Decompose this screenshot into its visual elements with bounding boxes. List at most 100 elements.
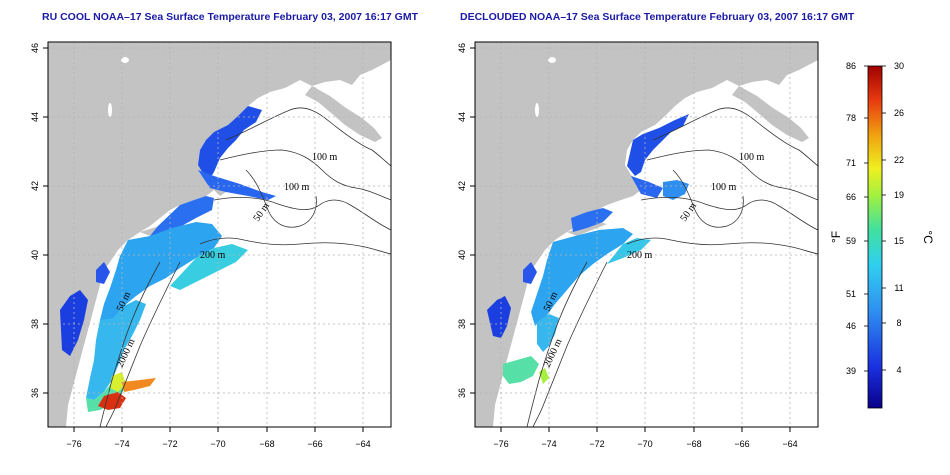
- right-axis-ticks: [470, 47, 791, 432]
- right-panel-title: DECLOUDED NOAA–17 Sea Surface Temperatur…: [460, 11, 855, 23]
- y-tick-label: 44: [30, 112, 40, 122]
- x-tick-label: −76: [66, 439, 81, 449]
- c-tick-label: 8: [896, 318, 901, 328]
- left-map-panel: 100 m 100 m 50 m 200 m 50 m 2000 m −76 −…: [30, 41, 392, 449]
- right-map-panel: 100 m 100 m 50 m 200 m 50 m 2000 m −76 −…: [457, 41, 819, 449]
- f-tick-label: 78: [846, 113, 856, 123]
- left-sst-midatlantic: [86, 300, 146, 400]
- right-map-frame: [474, 41, 819, 428]
- right-y-tick-labels: 36 38 40 42 44 46: [457, 43, 467, 398]
- y-tick-label: 46: [457, 43, 467, 53]
- contour-label: 100 m: [739, 152, 765, 163]
- left-sst-shelf-north: [150, 196, 214, 236]
- contour-line: [626, 237, 818, 255]
- right-sst-midatlantic: [537, 314, 559, 352]
- right-long-island: [567, 222, 607, 236]
- f-tick-label: 39: [846, 366, 856, 376]
- x-tick-label: −66: [307, 439, 322, 449]
- y-tick-label: 40: [457, 250, 467, 260]
- contour-line: [99, 261, 161, 427]
- y-tick-label: 46: [30, 43, 40, 53]
- x-tick-label: −70: [210, 439, 225, 449]
- right-x-tick-labels: −76 −74 −72 −70 −68 −66 −64: [493, 439, 797, 449]
- y-tick-label: 42: [30, 181, 40, 191]
- contour-line: [225, 107, 391, 167]
- f-tick-label: 86: [846, 61, 856, 71]
- y-tick-label: 36: [457, 388, 467, 398]
- x-tick-label: −74: [541, 439, 556, 449]
- left-map-frame: [47, 41, 392, 428]
- f-tick-label: 51: [846, 289, 856, 299]
- right-lake: [548, 57, 556, 63]
- left-graticule: [48, 42, 391, 427]
- contour-label: 100 m: [711, 182, 737, 193]
- right-sst-maine-coast: [631, 176, 663, 198]
- y-tick-label: 44: [457, 112, 467, 122]
- y-tick-label: 36: [30, 388, 40, 398]
- left-lake: [121, 57, 129, 63]
- colorbar-gradient: [867, 65, 883, 409]
- x-tick-label: −68: [259, 439, 274, 449]
- right-sst-george-bank: [663, 180, 689, 200]
- c-tick-label: 19: [894, 190, 904, 200]
- x-tick-label: −74: [114, 439, 129, 449]
- contour-line: [652, 107, 818, 167]
- temperature-colorbar: 86 78 71 66 59 51 46 39 30 26 22 19 15 1…: [829, 61, 935, 409]
- contour-label: 200 m: [627, 250, 653, 261]
- contour-label: 200 m: [200, 250, 226, 261]
- f-tick-label: 46: [846, 321, 856, 331]
- c-tick-label: 26: [894, 108, 904, 118]
- left-sst-delaware: [96, 262, 110, 284]
- c-tick-label: 4: [896, 365, 901, 375]
- y-tick-label: 42: [457, 181, 467, 191]
- celsius-unit-label: °C: [921, 230, 935, 244]
- right-sst-chesapeake: [487, 296, 511, 338]
- c-tick-label: 11: [894, 283, 903, 293]
- right-sst-south: [503, 356, 539, 384]
- f-tick-label: 59: [846, 236, 856, 246]
- contour-line: [199, 237, 391, 255]
- left-sst-gulf-of-maine: [198, 106, 262, 178]
- left-sst-shelf-mid: [100, 222, 222, 330]
- contour-line: [245, 169, 317, 228]
- c-tick-label: 15: [894, 236, 904, 246]
- x-tick-label: −66: [734, 439, 749, 449]
- contour-label: 100 m: [312, 152, 338, 163]
- contour-line: [219, 149, 391, 201]
- right-sst-shelf-mid: [531, 228, 633, 326]
- right-land-mass: [475, 42, 818, 427]
- x-tick-label: −70: [637, 439, 652, 449]
- left-sst-warm-orange: [122, 378, 156, 392]
- right-graticule: [475, 42, 818, 427]
- contour-line: [105, 261, 181, 427]
- c-tick-label: 22: [894, 155, 904, 165]
- left-x-tick-labels: −76 −74 −72 −70 −68 −66 −64: [66, 439, 370, 449]
- x-tick-label: −64: [355, 439, 370, 449]
- contour-line: [526, 261, 588, 427]
- contour-line: [646, 149, 818, 201]
- f-tick-label: 71: [846, 158, 856, 168]
- right-sst-shelf-north: [571, 208, 613, 232]
- y-tick-label: 38: [457, 319, 467, 329]
- x-tick-label: −68: [686, 439, 701, 449]
- left-panel-title: RU COOL NOAA–17 Sea Surface Temperature …: [42, 11, 419, 23]
- right-sst-delaware: [523, 262, 537, 284]
- contour-line: [532, 261, 608, 427]
- colorbar-ticks: [864, 65, 886, 372]
- x-tick-label: −72: [162, 439, 177, 449]
- c-tick-label: 30: [894, 61, 904, 71]
- y-tick-label: 38: [30, 319, 40, 329]
- x-tick-label: −72: [589, 439, 604, 449]
- left-axis-ticks: [43, 47, 364, 432]
- fahrenheit-tick-labels: 86 78 71 66 59 51 46 39: [846, 61, 856, 376]
- left-land-mass: [48, 42, 391, 427]
- x-tick-label: −64: [782, 439, 797, 449]
- right-sst-gulf-of-maine: [627, 114, 689, 176]
- f-tick-label: 66: [846, 192, 856, 202]
- left-y-tick-labels: 36 38 40 42 44 46: [30, 43, 40, 398]
- celsius-tick-labels: 30 26 22 19 15 11 8 4: [894, 61, 904, 375]
- contour-label: 100 m: [284, 182, 310, 193]
- y-tick-label: 40: [30, 250, 40, 260]
- right-sst-shelf-edge: [607, 238, 651, 264]
